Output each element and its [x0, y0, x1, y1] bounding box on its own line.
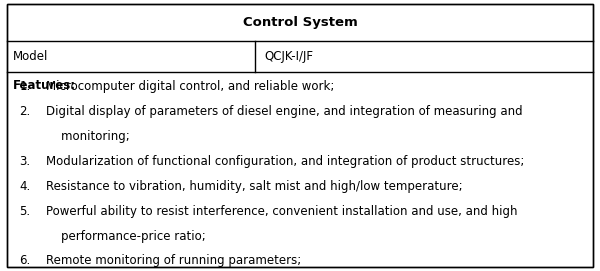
- Text: Control System: Control System: [242, 16, 358, 29]
- Text: monitoring;: monitoring;: [46, 130, 130, 143]
- Text: 2.: 2.: [19, 105, 31, 118]
- Text: Remote monitoring of running parameters;: Remote monitoring of running parameters;: [46, 254, 301, 267]
- Text: 4.: 4.: [19, 180, 31, 193]
- Text: Digital display of parameters of diesel engine, and integration of measuring and: Digital display of parameters of diesel …: [46, 105, 523, 118]
- Text: Resistance to vibration, humidity, salt mist and high/low temperature;: Resistance to vibration, humidity, salt …: [46, 180, 463, 193]
- Text: 6.: 6.: [19, 254, 31, 267]
- Text: Powerful ability to resist interference, convenient installation and use, and hi: Powerful ability to resist interference,…: [46, 205, 518, 218]
- Text: Features:: Features:: [13, 79, 76, 92]
- Text: 5.: 5.: [19, 205, 31, 218]
- Text: QCJK-I/JF: QCJK-I/JF: [264, 50, 313, 63]
- Text: Model: Model: [13, 50, 49, 63]
- Text: 1.: 1.: [19, 80, 31, 93]
- Text: performance-price ratio;: performance-price ratio;: [46, 230, 206, 243]
- Text: Microcomputer digital control, and reliable work;: Microcomputer digital control, and relia…: [46, 80, 335, 93]
- Text: Modularization of functional configuration, and integration of product structure: Modularization of functional configurati…: [46, 155, 524, 168]
- Text: 3.: 3.: [19, 155, 31, 168]
